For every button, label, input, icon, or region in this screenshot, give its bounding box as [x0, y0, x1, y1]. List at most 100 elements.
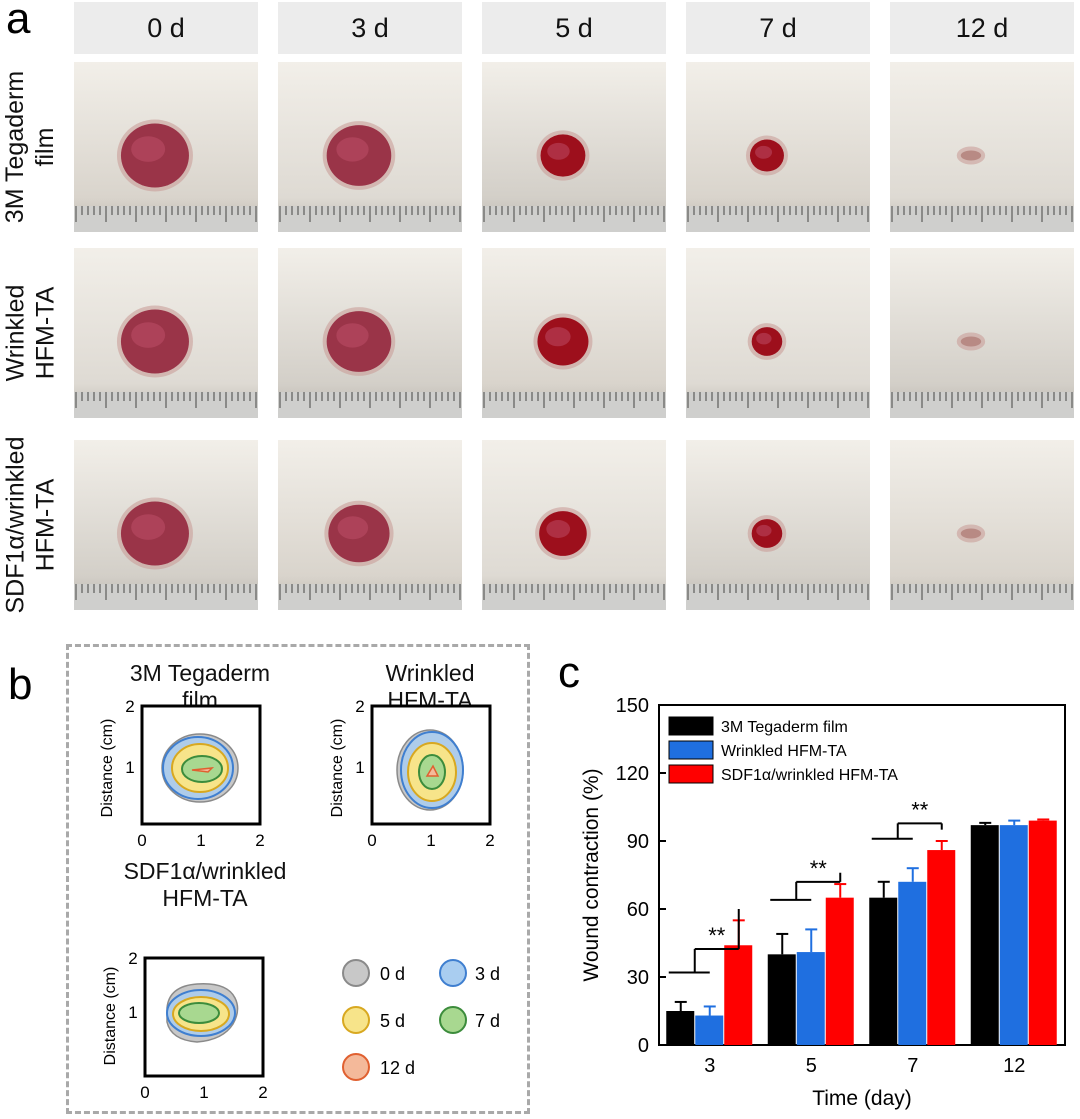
fur-background: [890, 62, 1074, 232]
wound-photo: [890, 440, 1074, 610]
x-tick-label: 5: [806, 1055, 817, 1077]
wound-photo: [74, 248, 258, 418]
wound: [960, 336, 982, 347]
x-tick-0: 0: [367, 831, 376, 850]
bar: [796, 952, 825, 1045]
contour-plots: 2 1 0 1 2 Distance (cm) 2 1 0 1 2 Distan…: [99, 697, 500, 1102]
y-tick-label: 150: [616, 695, 649, 717]
y-tick-2: 2: [125, 697, 134, 716]
y-tick-2: 2: [355, 697, 364, 716]
panel-a-letter: a: [6, 0, 31, 43]
x-tick-1: 1: [199, 1083, 208, 1102]
y-axis-label: Wound contraction (%): [580, 768, 603, 981]
legend-label-3d: 3 d: [475, 964, 500, 984]
fur-background: [890, 440, 1074, 610]
x-tick-0: 0: [137, 831, 146, 850]
contour-plot-wrinkled: 2 1 0 1 2 Distance (cm): [329, 697, 495, 850]
x-tick-2: 2: [485, 831, 494, 850]
row-label-wrinkled: Wrinkled HFM-TA: [1, 284, 60, 382]
legend-label: SDF1α/wrinkled HFM-TA: [721, 767, 898, 784]
fur-background: [890, 248, 1074, 418]
legend-swatch-12d: [342, 1053, 370, 1081]
contour-title-sdf1a: SDF1α/wrinkled HFM-TA: [123, 858, 287, 911]
bar: [825, 897, 854, 1045]
wound: [960, 150, 982, 161]
wound-photo: [278, 248, 462, 418]
y-tick-2: 2: [128, 949, 137, 968]
wound: [960, 528, 982, 539]
legend-label-12d: 12 d: [380, 1058, 415, 1078]
wound-photo: [278, 440, 462, 610]
y-tick-1: 1: [355, 758, 364, 777]
row-label-tegaderm: 3M Tegaderm film: [1, 70, 59, 224]
y-axis-label: Distance (cm): [99, 719, 116, 818]
wound-contraction-chart: 0 30 60 90 120 150 3 5 7 12 ** ** ** Time (day) Wound …: [580, 695, 1066, 1110]
wound-photo: [482, 440, 666, 610]
bar: [767, 954, 796, 1045]
significance-bracket: [871, 822, 943, 840]
wound-photo: [686, 440, 870, 610]
legend-label: Wrinkled HFM-TA: [721, 743, 847, 760]
x-tick-2: 2: [255, 831, 264, 850]
bar: [999, 825, 1028, 1045]
y-tick-label: 0: [638, 1035, 649, 1057]
y-tick-1: 1: [125, 758, 134, 777]
day-header-3: 3 d: [278, 2, 462, 54]
x-tick-2: 2: [258, 1083, 267, 1102]
x-tick-1: 1: [426, 831, 435, 850]
bar: [970, 825, 999, 1045]
bar: [1028, 820, 1057, 1045]
bar: [927, 850, 956, 1045]
chart-frame: [658, 704, 1066, 1046]
bar: [724, 945, 753, 1045]
wound-photo: [890, 248, 1074, 418]
significance-label: **: [911, 797, 929, 822]
x-tick-label: 3: [704, 1055, 715, 1077]
x-tick-1: 1: [196, 831, 205, 850]
day-header-5: 5 d: [482, 2, 666, 54]
wound-photo: [482, 248, 666, 418]
panel-b-dashed-frame: [66, 644, 530, 1114]
bar: [666, 1011, 695, 1045]
panel-b-letter: b: [8, 660, 33, 709]
significance-bracket: [668, 909, 740, 974]
day-header-0: 0 d: [74, 2, 258, 54]
x-tick-label: 7: [907, 1055, 918, 1077]
legend-swatch: [668, 740, 714, 760]
legend-label-0d: 0 d: [380, 964, 405, 984]
y-tick-label: 90: [627, 831, 649, 853]
bar: [898, 881, 927, 1045]
bar: [695, 1015, 724, 1045]
y-axis-label: Distance (cm): [329, 719, 346, 818]
legend-swatch-5d: [342, 1006, 370, 1034]
contour-12d: [191, 767, 215, 773]
legend-swatch-7d: [439, 1006, 467, 1034]
y-tick-label: 120: [616, 763, 649, 785]
y-tick-label: 30: [627, 967, 649, 989]
x-axis-label: Time (day): [812, 1087, 912, 1110]
wound-photo: [890, 62, 1074, 232]
y-tick-1: 1: [128, 1003, 137, 1022]
wound-photo: [686, 62, 870, 232]
y-tick-label: 60: [627, 899, 649, 921]
legend-swatch-0d: [342, 959, 370, 987]
wound-photo: [278, 62, 462, 232]
wound-photo: [482, 62, 666, 232]
wound-photo: [74, 62, 258, 232]
contour-12d: [425, 764, 440, 777]
wound-photo: [74, 440, 258, 610]
legend-label: 3M Tegaderm film: [721, 719, 848, 736]
contour-7d: [178, 1002, 220, 1024]
significance-label: **: [708, 923, 726, 948]
legend-swatch: [668, 764, 714, 784]
day-header-12: 12 d: [890, 2, 1074, 54]
bar: [869, 897, 898, 1045]
panel-c-letter: c: [558, 648, 580, 697]
legend-label-5d: 5 d: [380, 1011, 405, 1031]
y-axis-label: Distance (cm): [102, 967, 119, 1066]
day-header-7: 7 d: [686, 2, 870, 54]
contour-plot-tegaderm: 2 1 0 1 2 Distance (cm): [99, 697, 265, 850]
significance-label: **: [810, 856, 828, 881]
wound-photo: [686, 248, 870, 418]
legend-swatch-3d: [439, 959, 467, 987]
